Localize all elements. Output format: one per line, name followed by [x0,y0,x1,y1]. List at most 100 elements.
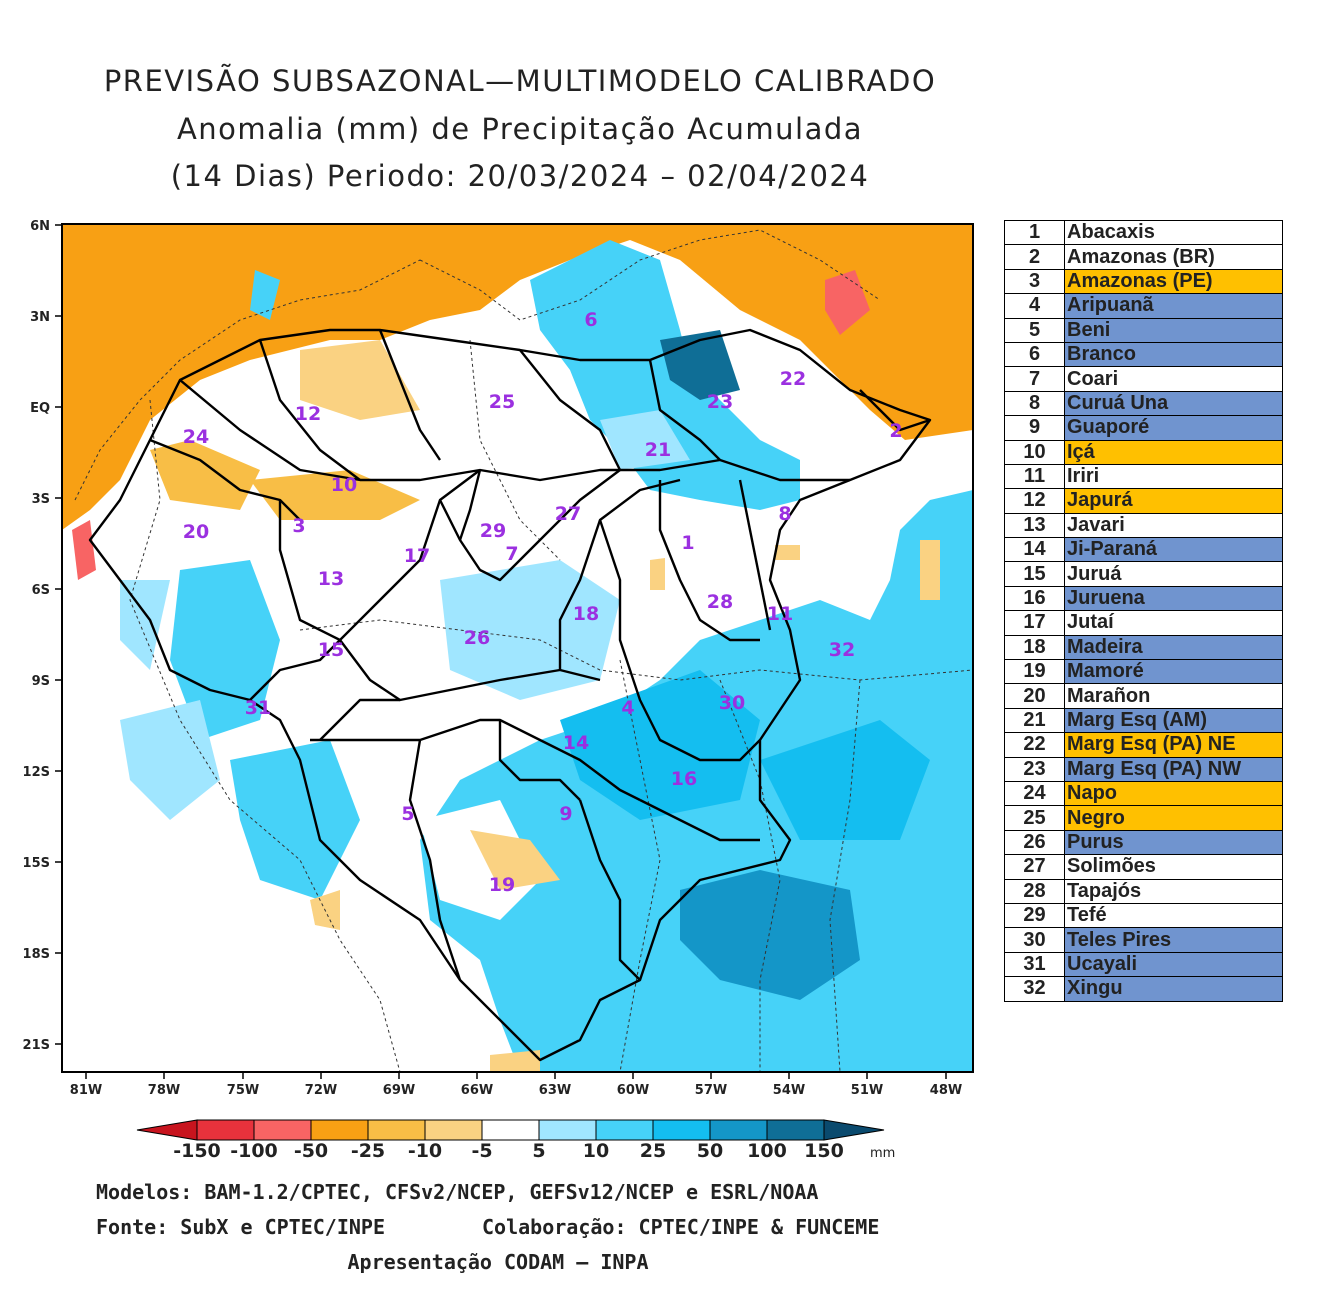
legend-number: 4 [1004,293,1065,319]
legend-row: 4 Aripuanã [1004,293,1283,319]
legend-basin-name: Coari [1064,366,1283,392]
lat-label: 3N [30,310,50,325]
legend-number: 29 [1004,902,1065,929]
latitude-axis: 6N 3N EQ 3S 6S 9S 12S 15S 18S 21S [23,219,62,1053]
basin-number-2: 2 [889,420,902,442]
legend-number: 8 [1004,390,1065,417]
legend-basin-name: Marg Esq (AM) [1064,707,1283,734]
legend-basin-name: Juruena [1064,585,1283,612]
legend-basin-name: Solimões [1064,854,1283,880]
lon-label: 78W [148,1083,180,1098]
colorbar [136,1119,885,1141]
map-title-line-1: PREVISÃO SUBSAZONAL—MULTIMODELO CALIBRAD… [103,64,937,98]
scale-label: 150 [804,1140,844,1162]
legend-basin-name: Abacaxis [1064,219,1283,246]
lat-label: 6S [32,583,50,598]
basin-number-1: 1 [681,532,694,554]
basin-number-5: 5 [401,803,414,825]
legend-number: 13 [1004,512,1065,539]
basin-number-20: 20 [183,521,209,543]
legend-row: 18 Madeira [1004,634,1283,661]
legend-number: 31 [1004,951,1065,978]
basin-number-4: 4 [621,697,634,719]
legend-row: 19 Mamoré [1004,659,1283,685]
legend-row: 2 Amazonas (BR) [1004,244,1283,270]
colorbar-swatch [709,1119,768,1141]
colorbar-swatch [538,1119,597,1141]
basin-number-31: 31 [245,697,271,719]
legend-row: 8 Curuá Una [1004,390,1283,417]
legend-number: 24 [1004,780,1065,807]
lon-label: 75W [227,1083,259,1098]
legend-basin-name: Juruá [1064,561,1283,587]
legend-row: 15 Juruá [1004,561,1283,587]
legend-number: 1 [1004,219,1065,246]
colorbar-swatch [367,1119,426,1141]
colorbar-swatch [310,1119,369,1141]
legend-basin-name: Içá [1064,439,1283,465]
legend-basin-name: Teles Pires [1064,927,1283,953]
legend-basin-name: Aripuanã [1064,293,1283,319]
legend-number: 28 [1004,878,1065,904]
colorbar-swatch [652,1119,711,1141]
legend-number: 19 [1004,659,1065,685]
lat-label: 18S [23,947,50,962]
basin-number-6: 6 [584,309,597,331]
legend-number: 21 [1004,707,1065,734]
legend-number: 30 [1004,927,1065,953]
legend-number: 2 [1004,244,1065,270]
legend-row: 26 Purus [1004,829,1283,856]
legend-row: 11 Iriri [1004,463,1283,490]
lat-label: 15S [23,856,50,871]
lon-label: 60W [617,1083,649,1098]
scale-label: 100 [747,1140,787,1162]
footer-collaboration: Colaboração: CPTEC/INPE & FUNCEME [482,1215,880,1239]
map-frame [61,223,974,1073]
basin-number-3: 3 [292,515,305,537]
legend-row: 20 Marañon [1004,683,1283,709]
lon-label: 63W [539,1083,571,1098]
legend-row: 24 Napo [1004,780,1283,807]
basin-number-32: 32 [829,639,855,661]
scale-label: -25 [351,1140,385,1162]
legend-number: 25 [1004,805,1065,831]
legend-basin-name: Jutaí [1064,610,1283,636]
scale-label: -5 [471,1140,492,1162]
colorbar-swatch [481,1119,540,1141]
scale-label: -10 [408,1140,442,1162]
basin-number-24: 24 [183,426,209,448]
legend-basin-name: Tefé [1064,902,1283,929]
legend-row: 7 Coari [1004,366,1283,392]
footer-models: Modelos: BAM-1.2/CPTEC, CFSv2/NCEP, GEFS… [96,1180,819,1204]
legend-number: 5 [1004,317,1065,343]
legend-number: 9 [1004,415,1065,441]
colorbar-swatch [196,1119,255,1141]
legend-basin-name: Mamoré [1064,659,1283,685]
map-title-line-3: (14 Dias) Periodo: 20/03/2024 – 02/04/20… [170,159,870,193]
basin-number-9: 9 [559,803,572,825]
legend-number: 20 [1004,683,1065,709]
colorbar-labels: -150 -100 -50 -25 -10 -5 5 10 25 50 100 … [173,1140,895,1162]
scale-label: 5 [532,1140,545,1162]
lon-label: 66W [461,1083,493,1098]
legend-number: 7 [1004,366,1065,392]
legend-row: 3 Amazonas (PE) [1004,268,1283,295]
legend-row: 30 Teles Pires [1004,927,1283,953]
legend-basin-name: Negro [1064,805,1283,831]
basin-number-14: 14 [563,732,589,754]
lat-label: 6N [30,219,50,234]
legend-row: 5 Beni [1004,317,1283,343]
basin-number-17: 17 [404,545,430,567]
basin-number-16: 16 [671,768,697,790]
legend-basin-name: Ucayali [1064,951,1283,978]
legend-row: 29 Tefé [1004,902,1283,929]
legend-basin-name: Iriri [1064,463,1283,490]
legend-row: 10 Içá [1004,439,1283,465]
legend-number: 12 [1004,488,1065,514]
basin-number-22: 22 [780,368,806,390]
scale-label: -150 [173,1140,221,1162]
legend-number: 32 [1004,976,1065,1002]
legend-basin-name: Curuá Una [1064,390,1283,417]
legend-row: 25 Negro [1004,805,1283,831]
legend-row: 32 Xingu [1004,976,1283,1002]
